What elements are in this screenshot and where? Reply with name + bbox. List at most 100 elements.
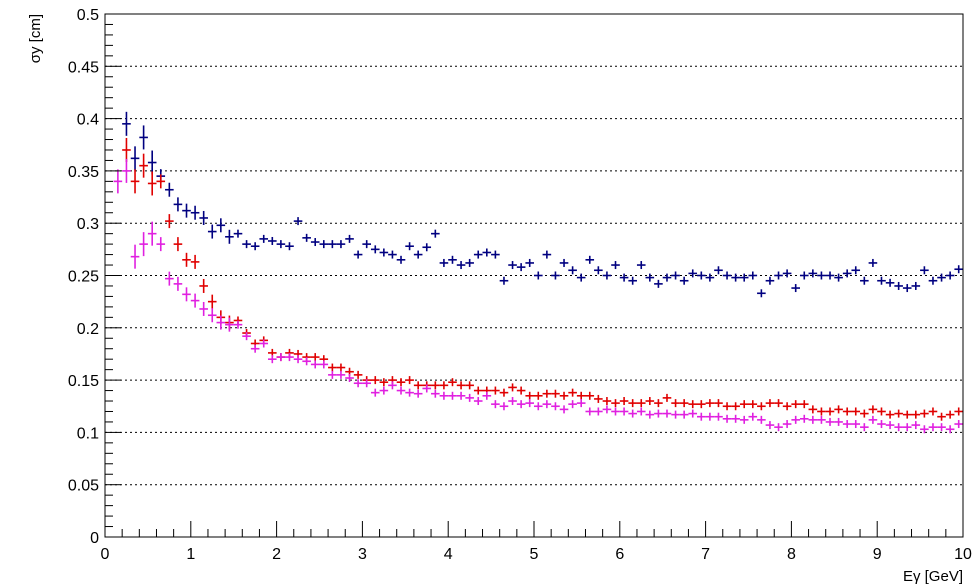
data-point	[499, 388, 509, 397]
data-point	[774, 423, 783, 432]
data-point	[576, 273, 586, 282]
data-point	[422, 384, 432, 393]
data-point	[379, 386, 389, 395]
data-point	[679, 410, 689, 419]
data-point	[688, 269, 698, 278]
data-point	[139, 125, 148, 150]
data-point	[662, 409, 672, 418]
data-point	[945, 425, 955, 434]
data-point	[654, 399, 663, 408]
data-point	[439, 381, 449, 390]
data-point	[834, 405, 843, 414]
data-point	[920, 425, 929, 434]
data-point	[533, 391, 543, 400]
data-point	[576, 399, 586, 408]
data-point	[122, 137, 131, 162]
data-point	[954, 265, 964, 274]
data-point	[516, 400, 526, 409]
data-point	[860, 423, 869, 432]
data-point	[628, 276, 637, 285]
data-point	[825, 407, 835, 416]
data-point	[413, 381, 423, 390]
data-point	[799, 414, 809, 423]
data-point	[911, 281, 921, 290]
data-point	[568, 400, 577, 409]
data-point	[379, 248, 389, 257]
data-point	[722, 271, 732, 280]
data-point	[791, 415, 800, 424]
data-point	[250, 242, 260, 251]
data-point	[310, 238, 320, 247]
data-point	[199, 301, 208, 316]
data-point	[611, 399, 620, 408]
data-point	[585, 255, 595, 264]
data-point	[679, 399, 689, 408]
data-point	[602, 397, 612, 406]
data-point	[396, 378, 406, 387]
data-point	[714, 399, 723, 408]
data-point	[594, 266, 603, 275]
data-point	[662, 273, 672, 282]
data-point	[396, 255, 406, 264]
data-point	[937, 273, 946, 282]
data-point	[362, 240, 371, 249]
data-point	[894, 423, 903, 432]
data-point	[499, 402, 509, 411]
data-point	[122, 158, 131, 183]
data-point	[911, 410, 921, 419]
data-point	[268, 236, 277, 245]
data-point	[705, 399, 715, 408]
data-point	[722, 414, 732, 423]
data-point	[619, 273, 629, 282]
data-point	[842, 269, 852, 278]
y-tick-label: 0.2	[77, 321, 99, 338]
data-point	[551, 271, 560, 280]
data-point	[748, 412, 758, 421]
data-point	[491, 386, 500, 395]
data-point	[697, 400, 706, 409]
data-point	[165, 182, 174, 197]
data-point	[422, 243, 432, 252]
data-point	[594, 407, 603, 416]
data-point	[362, 379, 371, 388]
data-point	[671, 410, 680, 419]
data-point	[885, 410, 895, 419]
data-point	[182, 287, 191, 302]
data-point	[336, 370, 346, 379]
data-point	[714, 412, 723, 421]
data-point	[173, 197, 183, 212]
data-point	[448, 391, 457, 400]
data-point	[276, 240, 286, 249]
data-point	[877, 276, 886, 285]
data-point	[920, 409, 929, 418]
data-point	[216, 315, 226, 330]
data-point	[877, 407, 886, 416]
y-tick-label: 0	[90, 530, 99, 547]
data-point	[190, 293, 200, 308]
data-point	[370, 388, 380, 397]
data-point	[748, 400, 758, 409]
data-point	[431, 381, 440, 390]
data-point	[654, 279, 663, 288]
data-point	[757, 415, 766, 424]
data-point	[465, 258, 474, 267]
data-point	[508, 383, 517, 392]
data-point	[165, 214, 174, 229]
data-point	[353, 250, 363, 259]
data-point	[954, 407, 964, 416]
data-point	[336, 240, 346, 249]
data-point	[645, 273, 655, 282]
x-tick-label: 9	[873, 546, 882, 563]
data-point	[628, 399, 637, 408]
data-point	[396, 386, 406, 395]
data-point	[199, 210, 208, 225]
data-point	[739, 400, 749, 409]
axis-ticks	[104, 13, 964, 538]
data-point	[508, 397, 517, 406]
data-point	[937, 412, 946, 421]
data-point	[456, 381, 466, 390]
data-point	[542, 400, 552, 409]
series-2	[122, 137, 964, 421]
data-point	[122, 111, 131, 136]
data-point	[182, 252, 191, 267]
